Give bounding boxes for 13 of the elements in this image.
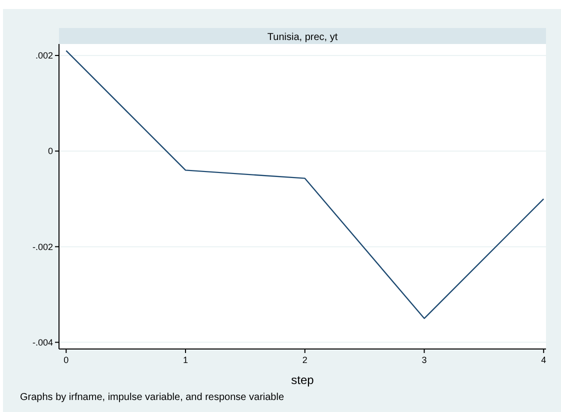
text: Graphs by irfname, impulse variable, and response variable	[20, 392, 284, 403]
y-tick-label: -.004	[32, 337, 53, 348]
y-tick-label: .002	[35, 50, 53, 61]
line-series	[66, 50, 544, 320]
y-tick-label: 0	[48, 146, 53, 156]
x-tick-label: 1	[183, 355, 188, 365]
x-tick-label: 4	[541, 355, 546, 365]
chart-title: Tunisia, prec, yt	[267, 32, 338, 43]
y-tick-label: -.002	[32, 242, 53, 252]
x-axis-title: step	[291, 373, 314, 387]
x-tick-label: 0	[64, 355, 69, 365]
x-tick-label: 3	[422, 355, 427, 365]
x-tick-label: 2	[302, 355, 308, 365]
